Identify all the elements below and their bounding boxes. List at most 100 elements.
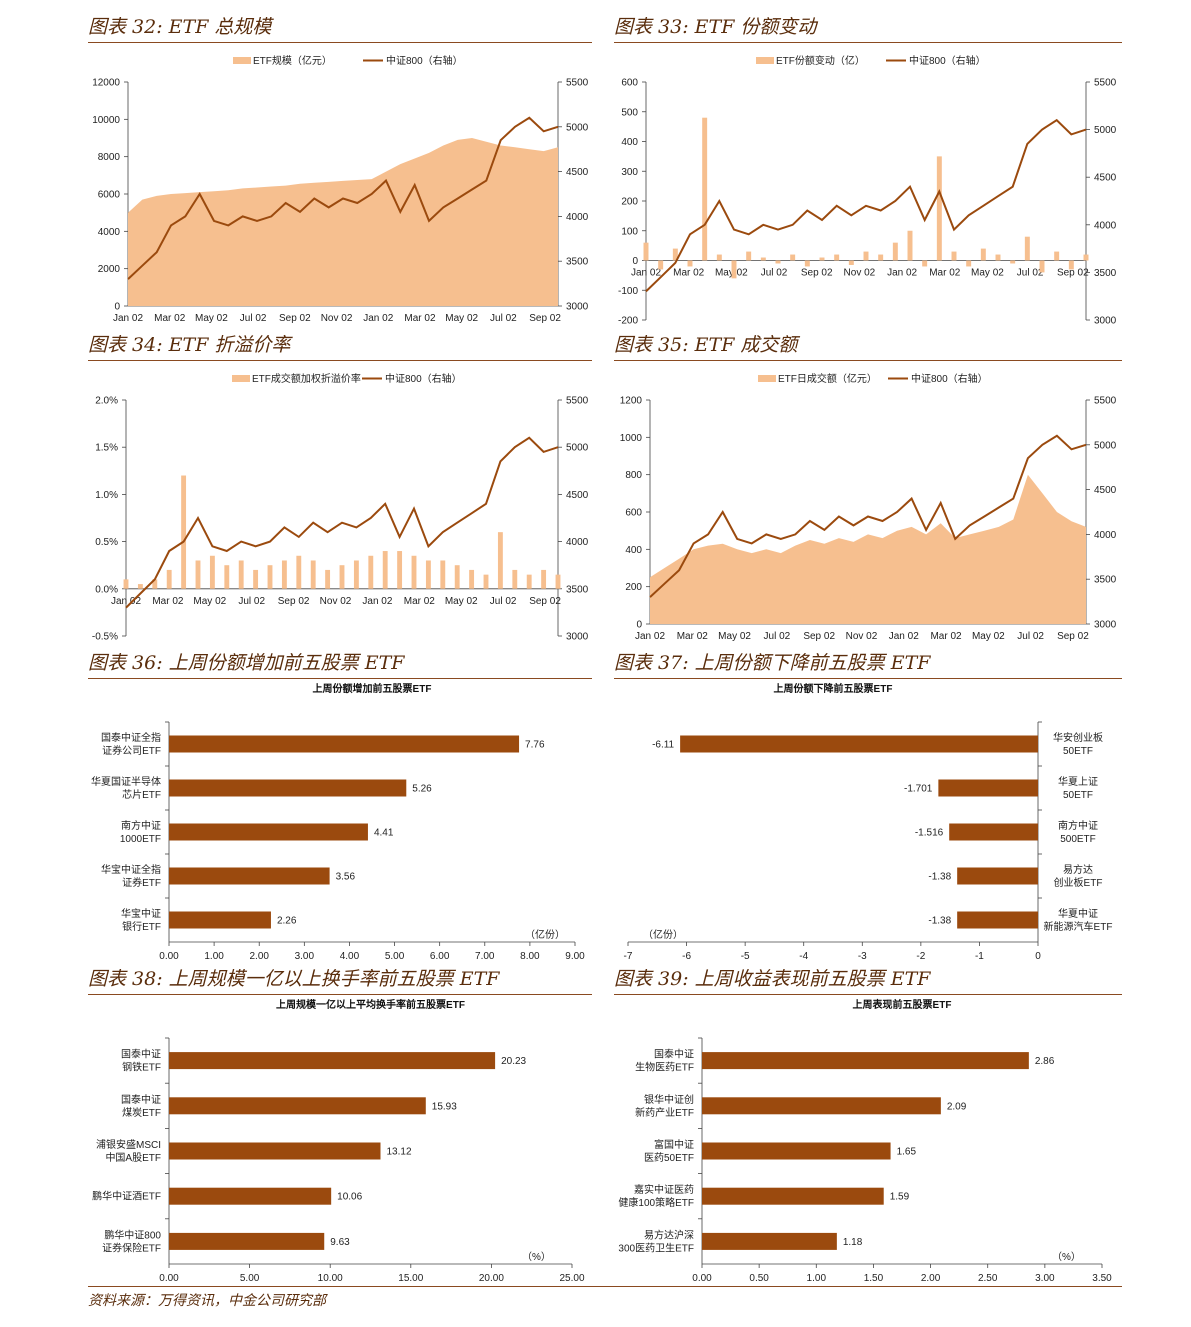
y-tick-label-left: -0.5%: [92, 632, 118, 643]
bar-value-label: 20.23: [501, 1056, 526, 1067]
bar-mark: [746, 251, 752, 261]
bar-mark: [166, 569, 172, 589]
x-tick-label: 0.00: [159, 951, 179, 962]
x-tick-label: 7.00: [475, 951, 495, 962]
x-tick-label: 5.00: [240, 1273, 260, 1284]
bar-mark: [224, 565, 230, 589]
y-tick-label-left: 1000: [620, 433, 643, 444]
y-tick-label-left: 10000: [92, 115, 120, 126]
x-tick-label: May 02: [195, 313, 228, 324]
bar-chart-title: 上周表现前五股票ETF: [853, 998, 952, 1011]
category-label: 50ETF: [1063, 790, 1093, 801]
x-tick-label: Sep 02: [278, 596, 310, 607]
bar-mark: [922, 260, 928, 267]
bar-mark: [1054, 251, 1060, 261]
bar-mark: [238, 560, 244, 589]
bar-mark: [957, 867, 1038, 885]
y-tick-label-right: 3500: [1094, 268, 1117, 279]
x-tick-label: 1.50: [864, 1273, 884, 1284]
bar-mark: [1024, 236, 1030, 261]
category-label: 嘉实中证医药: [634, 1183, 694, 1196]
bar-mark: [411, 555, 417, 589]
category-label: 华宝中证: [121, 907, 161, 920]
x-tick-label: Sep 02: [279, 313, 311, 324]
bar-mark: [181, 475, 187, 589]
bar-mark: [296, 555, 302, 589]
bar-mark: [995, 254, 1001, 261]
x-tick-label: May 02: [445, 596, 478, 607]
x-tick-label: Nov 02: [844, 268, 876, 279]
y-tick-label-right: 3000: [566, 302, 589, 313]
bar-mark: [440, 560, 446, 589]
y-tick-label-left: 200: [625, 582, 642, 593]
category-label: 富国中证: [654, 1138, 694, 1151]
x-tick-label: 0.50: [749, 1273, 769, 1284]
category-label: 钢铁ETF: [122, 1061, 161, 1074]
bar-mark: [760, 257, 766, 261]
bar-value-label: 3.56: [336, 872, 356, 883]
x-tick-label: Nov 02: [321, 313, 353, 324]
bar-mark: [716, 254, 722, 261]
x-tick-label: 5.00: [385, 951, 405, 962]
bar-mark: [980, 248, 986, 261]
bar-mark: [454, 565, 460, 589]
etf-premium-discount-chart: ETF成交额加权折溢价率 中证800（右轴） -0.5% 0.0% 0.5% 1.0% 1.…: [92, 372, 589, 643]
bar-value-label: 4.41: [374, 828, 394, 839]
y-tick-label-left: 0: [114, 302, 120, 313]
x-tick-label: 2.00: [921, 1273, 941, 1284]
x-tick-label: Jan 02: [887, 268, 917, 279]
category-label: 500ETF: [1060, 834, 1096, 845]
bar-mark: [878, 254, 884, 261]
panel-etf-turnover: 图表 35: ETF 成交额 ETF日成交额（亿元） 中证800（右轴） 0 200 4…: [614, 332, 1122, 650]
etf-total-size-chart: ETF规模（亿元） 中证800（右轴） 0 2000 4000 6000 8000 10000…: [92, 54, 589, 324]
category-label: 鹏华中证酒ETF: [92, 1190, 161, 1203]
category-label: 华夏上证: [1058, 775, 1098, 788]
x-tick-label: Sep 02: [801, 268, 833, 279]
x-tick-label: Jul 02: [240, 313, 267, 324]
bar-mark: [325, 569, 331, 589]
bar-mark: [397, 551, 403, 589]
y-tick-label-left: 300: [621, 167, 638, 178]
bar-mark: [658, 260, 664, 270]
bar-value-label: 5.26: [412, 784, 432, 795]
bar-mark: [951, 251, 957, 261]
bar-mark: [169, 1142, 381, 1160]
bar-value-label: 7.76: [525, 740, 545, 751]
index-line-c2: [125, 436, 559, 609]
x-tick-label: 3.00: [1035, 1273, 1055, 1284]
y-tick-label-right: 3500: [566, 257, 589, 268]
bar-mark: [353, 560, 359, 589]
bar-mark: [310, 560, 316, 589]
legend-swatch-bar: [756, 57, 774, 64]
legend-swatch-bar: [232, 375, 250, 382]
category-label: 易方达: [1063, 863, 1093, 876]
category-label: 国泰中证: [121, 1093, 161, 1106]
y-tick-label-left: 4000: [98, 227, 121, 238]
x-tick-label: 0: [1035, 951, 1041, 962]
y-tick-label-left: 2000: [98, 264, 121, 275]
y-tick-label-left: 500: [621, 107, 638, 118]
legend-label: ETF日成交额（亿元）: [778, 372, 877, 385]
bar-value-label: 1.18: [843, 1237, 863, 1248]
share-increase-bar-chart: 上周份额增加前五股票ETF 0.00 1.00 2.00 3.00 4.00 5.00 6.0…: [91, 682, 585, 962]
x-tick-label: Jan 02: [111, 596, 141, 607]
category-label: 煤炭ETF: [122, 1106, 161, 1119]
chart-title: 图表 38: 上周规模一亿以上换手率前五股票 ETF: [88, 966, 592, 995]
x-tick-label: Sep 02: [529, 313, 561, 324]
bar-value-label: -1.38: [928, 916, 951, 927]
bar-mark: [425, 560, 431, 589]
x-tick-label: -4: [799, 951, 808, 962]
bar-mark: [368, 555, 374, 589]
y-tick-label-left: 400: [621, 137, 638, 148]
legend-label: 中证800（右轴）: [385, 372, 462, 385]
x-tick-label: Nov 02: [846, 631, 878, 642]
category-label: 华夏国证半导体: [91, 775, 161, 788]
bar-mark: [957, 911, 1038, 929]
legend-label: ETF份额变动（亿）: [776, 54, 865, 67]
bar-mark: [804, 260, 810, 267]
y-tick-label-right: 4500: [566, 490, 589, 501]
bar-mark: [339, 565, 345, 589]
x-tick-label: Jul 02: [764, 631, 791, 642]
legend-label: 中证800（右轴）: [386, 54, 463, 67]
bar-mark: [1010, 260, 1016, 264]
